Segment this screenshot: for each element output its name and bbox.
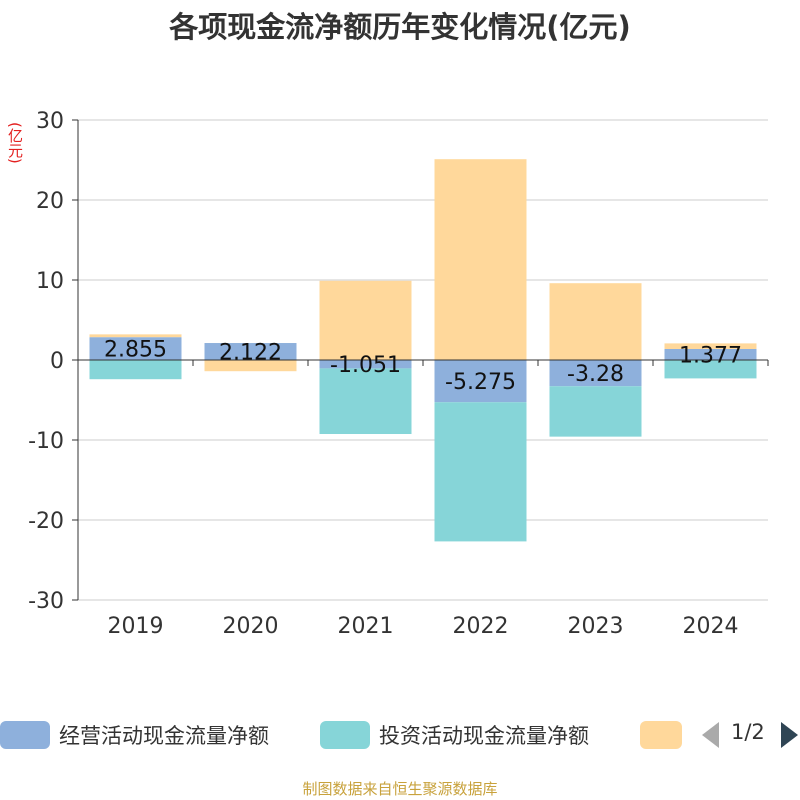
- legend-next-page-arrow-icon[interactable]: [781, 722, 798, 748]
- x-tick-label: 2023: [568, 614, 624, 639]
- bar-2024-series-2: [664, 360, 757, 379]
- bar-2024-series-3: [664, 343, 757, 349]
- legend-item-third[interactable]: [640, 718, 682, 752]
- bar-2022-series-1: [434, 360, 527, 403]
- x-tick-label: 2024: [683, 614, 739, 639]
- bar-2022-series-2: [434, 402, 527, 542]
- legend-prev-page-arrow-icon[interactable]: [702, 722, 719, 748]
- bar-2019-series-1: [89, 337, 182, 360]
- y-tick-label: -30: [28, 589, 64, 614]
- data-label: -1.051: [330, 353, 401, 378]
- legend-swatch-third: [640, 721, 682, 749]
- bar-2024-series-1: [664, 348, 757, 360]
- bar-2022-series-3: [434, 159, 527, 360]
- bar-2019-series-3: [89, 334, 182, 338]
- legend-label-operating: 经营活动现金流量净额: [59, 724, 269, 748]
- legend-item-operating[interactable]: 经营活动现金流量净额: [0, 718, 269, 752]
- legend-swatch-investing: [320, 721, 370, 749]
- bar-2021-series-1: [319, 360, 412, 369]
- y-tick-label: 20: [36, 189, 64, 214]
- legend: 经营活动现金流量净额 投资活动现金流量净额: [0, 718, 800, 752]
- y-tick-label: 0: [50, 349, 64, 374]
- bars: [89, 159, 757, 542]
- axes: 30 20 10 0 -10 -20 -30 2019 2020 2021 2022 2023 2024: [28, 109, 769, 639]
- data-label: 1.377: [679, 343, 742, 368]
- data-labels: 2.855 2.122 -1.051 -5.275 -3.28 1.377: [104, 338, 742, 396]
- data-label: -5.275: [445, 370, 516, 395]
- y-tick-label: 30: [36, 109, 64, 134]
- x-tick-label: 2020: [223, 614, 279, 639]
- bar-2023-series-1: [549, 360, 642, 387]
- legend-page-indicator: 1/2: [731, 720, 765, 744]
- legend-label-investing: 投资活动现金流量净额: [379, 724, 589, 748]
- data-source-note: 制图数据来自恒生聚源数据库: [302, 780, 498, 798]
- bar-2023-series-3: [549, 283, 642, 360]
- y-tick-label: -20: [28, 509, 64, 534]
- y-axis-unit-label: (亿元): [6, 122, 24, 164]
- bar-2021-series-2: [319, 368, 412, 435]
- x-tick-label: 2019: [108, 614, 164, 639]
- bar-2019-series-2: [89, 360, 182, 380]
- x-tick-label: 2021: [338, 614, 394, 639]
- legend-item-investing[interactable]: 投资活动现金流量净额: [320, 718, 589, 752]
- chart-title: 各项现金流净额历年变化情况(亿元): [169, 10, 631, 44]
- data-label: 2.855: [104, 338, 167, 363]
- bar-2021-series-3: [319, 280, 412, 360]
- bar-2020-series-3: [204, 360, 297, 372]
- bar-2020-series-1: [204, 343, 297, 360]
- legend-swatch-operating: [0, 721, 50, 749]
- bar-chart: 30 20 10 0 -10 -20 -30 2019 2020 2021 2022 2023 2024…: [28, 109, 769, 639]
- x-tick-label: 2022: [453, 614, 509, 639]
- bar-2023-series-2: [549, 386, 642, 437]
- data-label: -3.28: [567, 362, 624, 387]
- data-label: 2.122: [219, 341, 282, 366]
- y-tick-label: -10: [28, 429, 64, 454]
- legend-pager: 1/2: [700, 718, 800, 752]
- y-tick-label: 10: [36, 269, 64, 294]
